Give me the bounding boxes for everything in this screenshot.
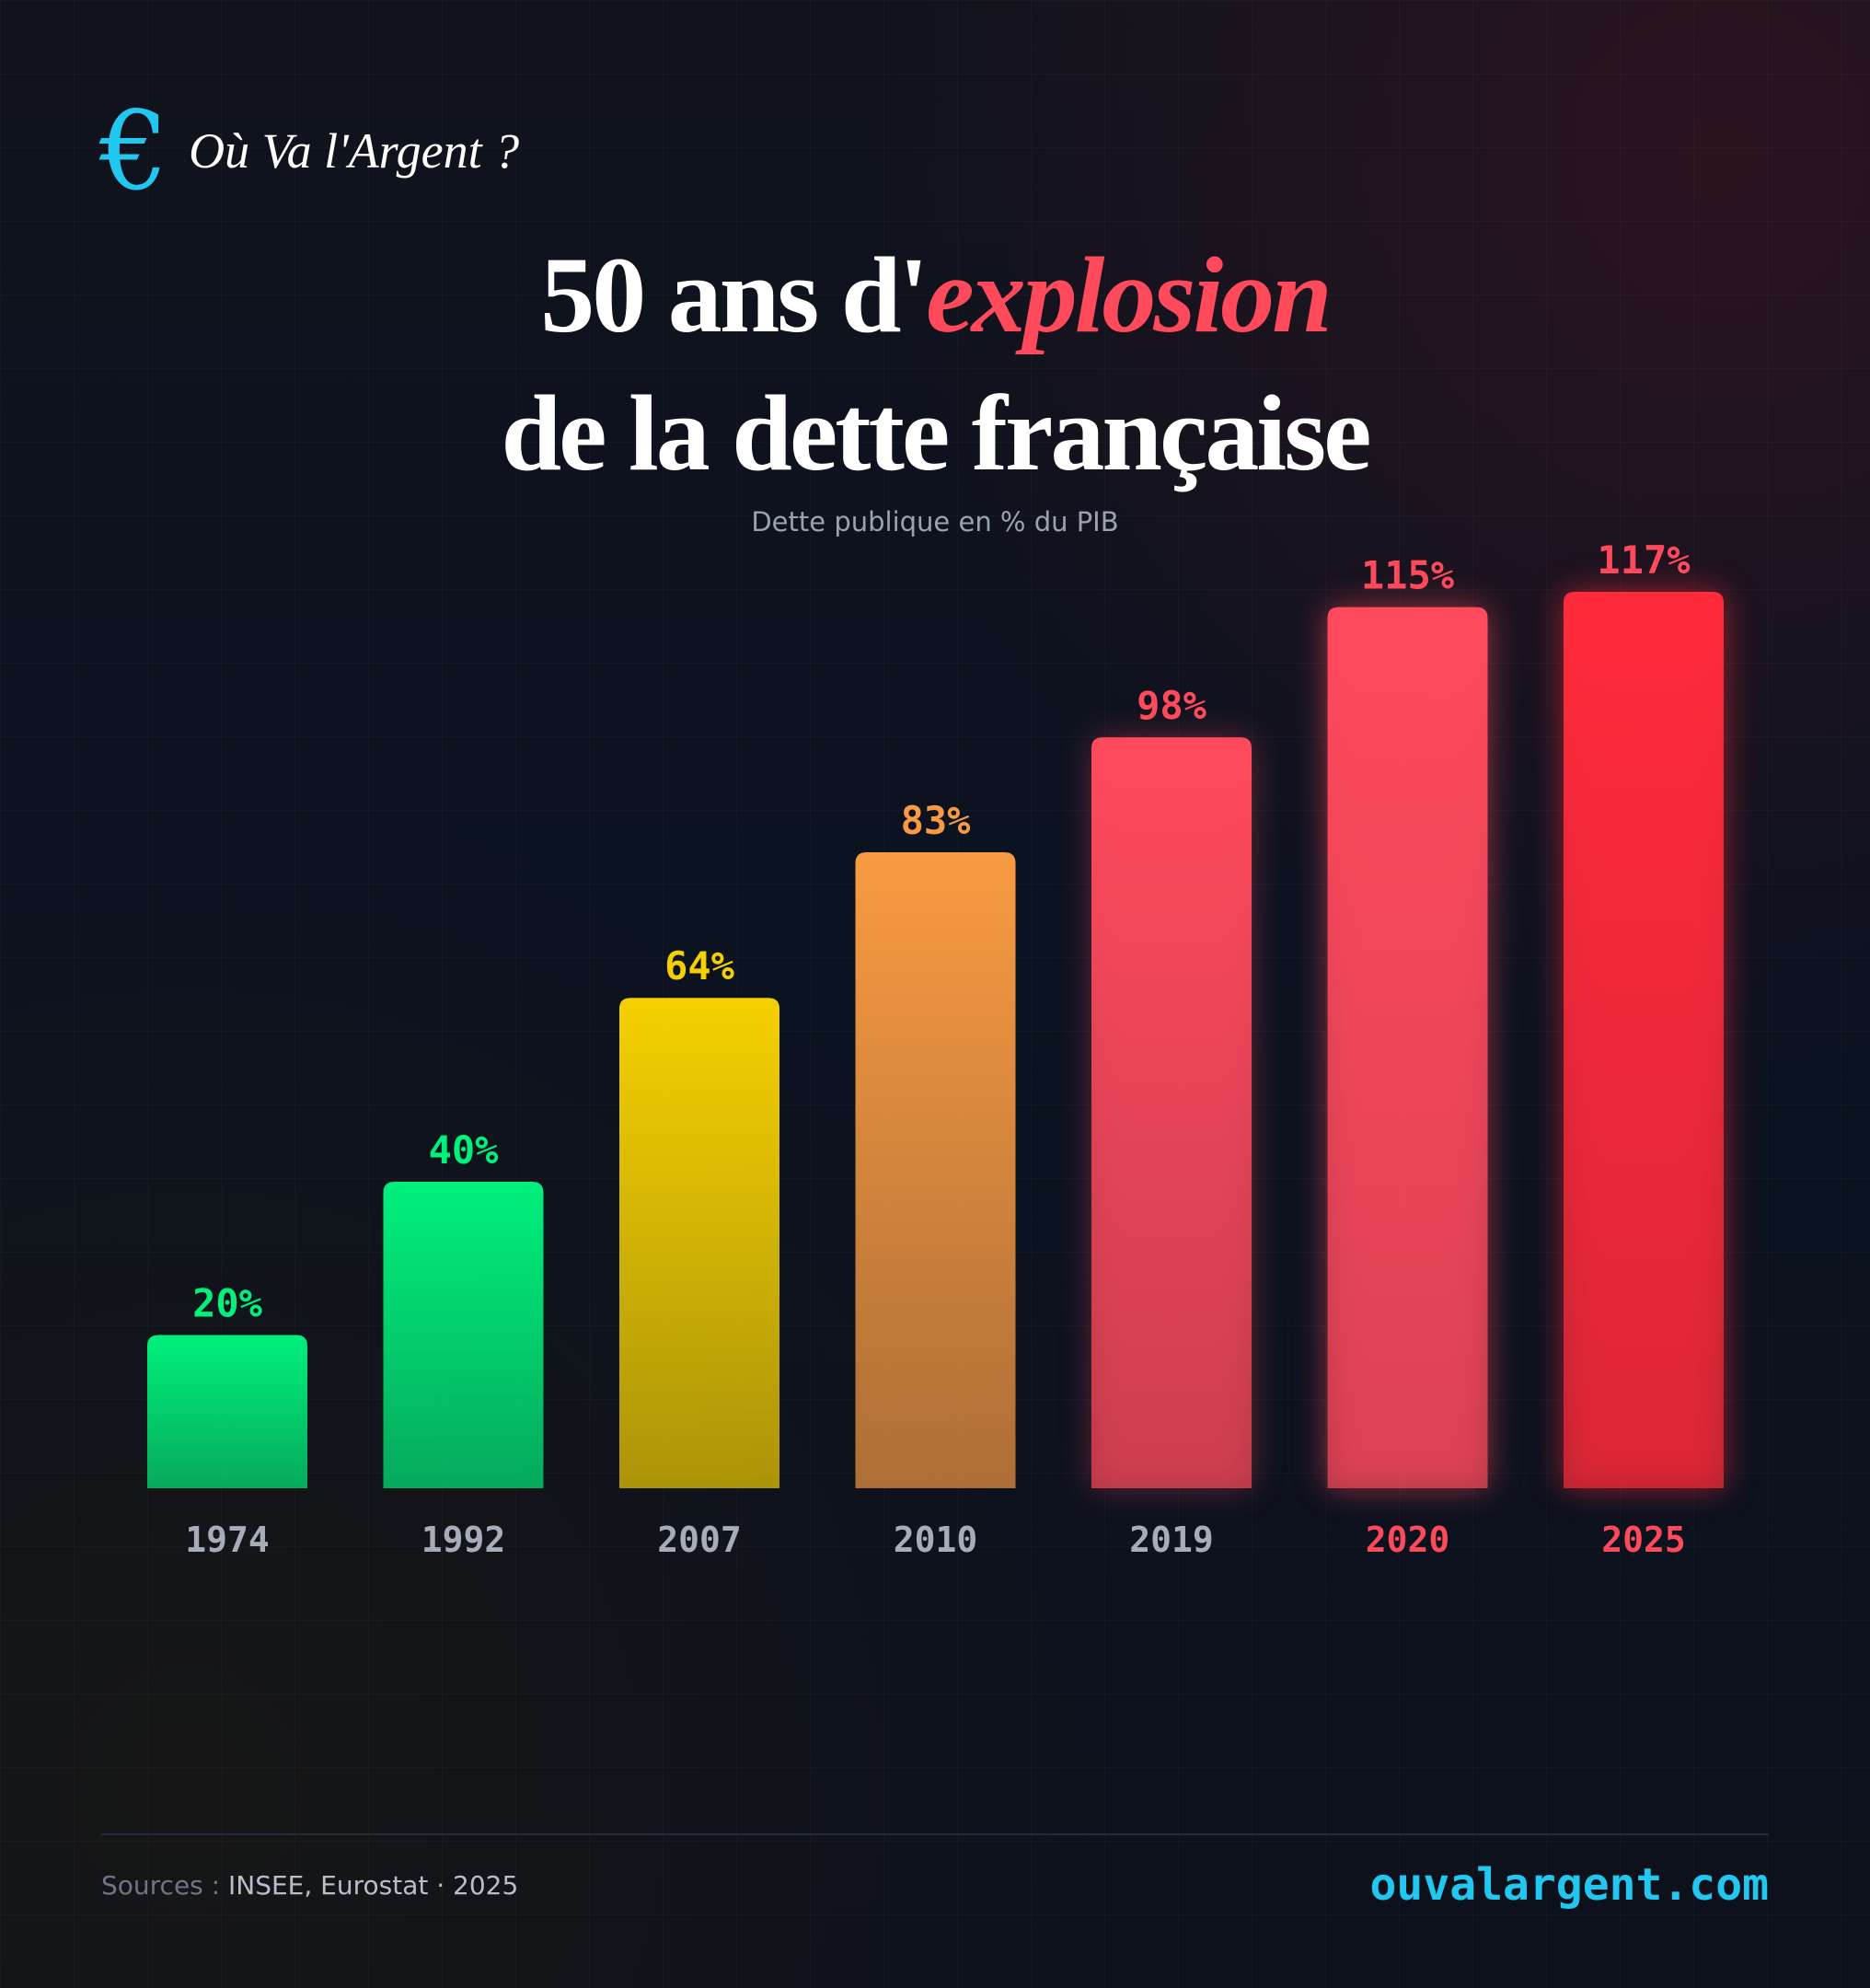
chart-title-line-2: de la dette française: [501, 373, 1372, 493]
bar-2020: [1327, 607, 1488, 1488]
bar-2019: [1091, 737, 1252, 1488]
x-tick-label-2007: 2007: [657, 1520, 742, 1560]
title-prefix: 50 ans d': [540, 235, 929, 355]
value-label-1974: 20%: [192, 1281, 262, 1326]
bar-1992: [383, 1182, 544, 1488]
sources-note: Sources : INSEE, Eurostat · 2025: [101, 1870, 518, 1901]
x-tick-label-2025: 2025: [1601, 1520, 1686, 1560]
euro-icon: €: [99, 87, 169, 214]
bar-2010: [855, 852, 1016, 1488]
x-tick-label-2019: 2019: [1129, 1520, 1214, 1560]
value-label-2019: 98%: [1137, 683, 1206, 728]
chart-subtitle: Dette publique en % du PIB: [751, 506, 1119, 537]
website-link[interactable]: ouvalargent.com: [1369, 1859, 1769, 1911]
sources-value: INSEE, Eurostat · 2025: [228, 1870, 519, 1901]
x-tick-label-1974: 1974: [185, 1520, 270, 1560]
title-accent: explosion: [926, 235, 1332, 355]
value-label-1992: 40%: [429, 1127, 499, 1173]
value-label-2025: 117%: [1597, 537, 1690, 583]
footer-divider: [101, 1833, 1769, 1835]
brand-logo: € Où Va l'Argent ?: [99, 97, 519, 205]
bar-2007: [619, 998, 779, 1488]
value-label-2007: 64%: [664, 943, 734, 988]
x-tick-label-2020: 2020: [1366, 1520, 1450, 1560]
value-label-2010: 83%: [901, 798, 971, 843]
chart-title-line-1: 50 ans d'explosion: [0, 241, 1870, 350]
bar-2025: [1564, 592, 1724, 1488]
sources-prefix: Sources :: [101, 1870, 228, 1901]
value-label-2020: 115%: [1361, 553, 1454, 598]
bar-chart: 20% 1974 40% 1992 64% 2007 83% 2010 98% 2019 115% 2…: [147, 537, 1724, 1560]
x-tick-label-2010: 2010: [894, 1520, 978, 1560]
bar-1974: [147, 1335, 307, 1488]
x-tick-label-1992: 1992: [421, 1520, 506, 1560]
brand-name: Où Va l'Argent ?: [189, 123, 520, 179]
